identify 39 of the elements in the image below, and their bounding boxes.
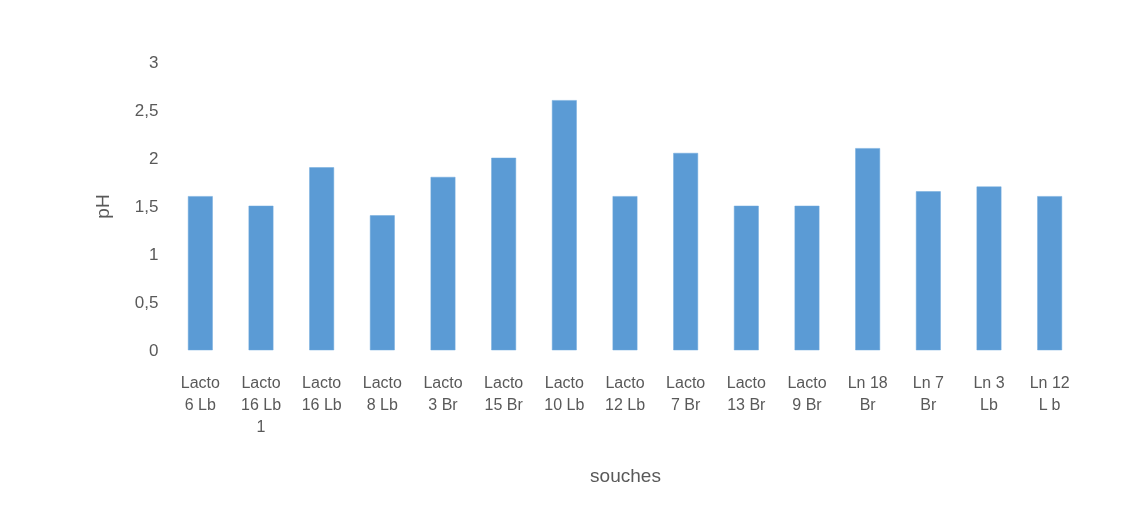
y-tick-label: 1,5 <box>134 196 159 216</box>
x-tick-label: Ln 12 L b <box>1029 373 1070 413</box>
bar <box>248 205 274 351</box>
y-tick-label: 0 <box>149 340 159 360</box>
y-tick-label: 2,5 <box>134 100 159 120</box>
bar <box>187 196 213 351</box>
bar <box>794 205 820 351</box>
y-tick-label: 0,5 <box>134 292 159 312</box>
bar <box>309 167 335 351</box>
x-tick-label: Lacto 12 Lb <box>604 373 646 413</box>
x-tick-label: Ln 3 Lb <box>973 373 1005 413</box>
bar <box>491 157 517 351</box>
x-tick-label: Lacto 10 Lb <box>544 373 585 413</box>
y-tick-label: 2 <box>149 148 159 168</box>
y-axis-title: pH <box>91 194 113 219</box>
x-tick-label: Lacto 7 Br <box>666 373 706 413</box>
x-axis-title: souches <box>590 464 661 486</box>
x-tick-label: Lacto 13 Br <box>726 373 767 413</box>
x-tick-label: Lacto 6 Lb <box>180 373 221 413</box>
x-tick-label: Ln 18 Br <box>847 373 888 413</box>
x-tick-label: Ln 7 Br <box>912 373 945 413</box>
bar <box>551 100 577 351</box>
y-tick-label: 3 <box>149 52 159 72</box>
bar <box>976 186 1002 351</box>
bar <box>430 176 456 351</box>
x-tick-label: Lacto 16 Lb <box>301 373 342 413</box>
bar <box>915 191 941 351</box>
x-tick-label: Lacto 9 Br <box>787 373 827 413</box>
x-tick-label: Lacto 15 Br <box>484 373 524 413</box>
bar <box>673 152 699 351</box>
x-tick-label: Lacto 16 Lb 1 <box>240 373 282 435</box>
y-tick-label: 1 <box>149 244 159 264</box>
x-tick-label: Lacto 3 Br <box>423 373 463 413</box>
bar <box>612 196 638 351</box>
bar <box>733 205 759 351</box>
bar <box>369 215 395 351</box>
bar <box>855 148 881 351</box>
x-tick-label: Lacto 8 Lb <box>362 373 403 413</box>
bar <box>1037 196 1063 351</box>
